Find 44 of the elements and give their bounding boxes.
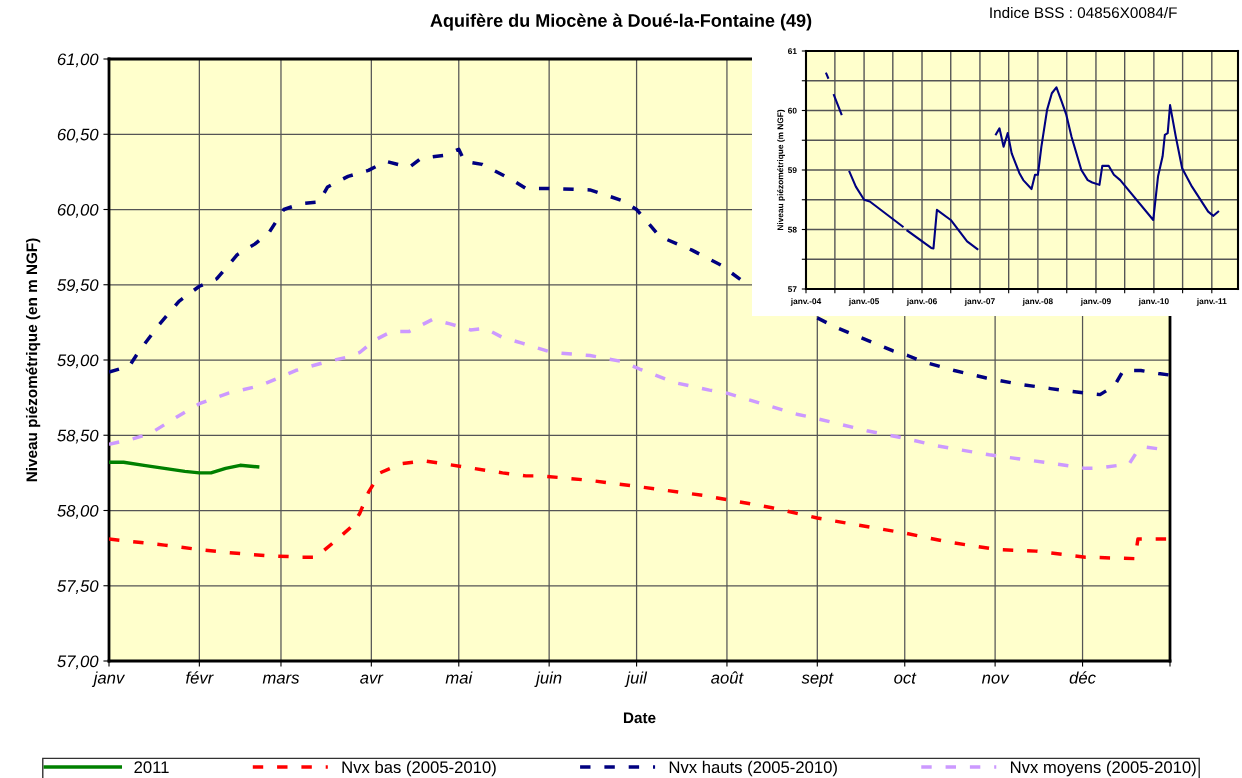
y-tick-label: 61 [788, 48, 797, 55]
y-tick-label: 59,00 [57, 354, 99, 369]
y-tick-label: 58,00 [57, 504, 99, 519]
x-tick-label: janv.-06 [906, 298, 937, 306]
x-tick-label: mai [445, 671, 473, 684]
y-tick-label: 57,50 [57, 580, 99, 594]
x-tick-label: avr [360, 674, 384, 684]
x-tick-label: janv.-04 [790, 298, 822, 306]
x-tick-label: sept [801, 672, 834, 687]
x-tick-label: mars [262, 674, 300, 684]
x-tick-label: août [711, 671, 744, 684]
y-tick-label: 60,50 [57, 128, 99, 143]
legend-label: Nvx bas (2005-2010) [342, 760, 496, 777]
legend-label: Nvx hauts (2005-2010) [669, 760, 837, 777]
y-axis-title: Niveau piézométrique (en m NGF) [25, 238, 41, 482]
y-tick-label: 57,00 [57, 655, 99, 670]
legend-label: 2011 [134, 761, 169, 774]
x-tick-label: nov [981, 674, 1010, 684]
x-tick-label: janv.-07 [964, 298, 995, 306]
x-axis-title: Date [623, 712, 656, 724]
text: Indice BSS : 04856X0084/F [990, 6, 1177, 19]
x-tick-label: déc [1069, 671, 1096, 684]
x-tick-label: oct [894, 672, 917, 684]
x-tick-label: janv.-05 [848, 298, 880, 306]
y-tick-label: 59,50 [57, 279, 99, 293]
y-tick-label: 57 [787, 286, 797, 293]
legend-label: Nvx moyens (2005-2010) [1010, 760, 1196, 777]
x-tick-label: juin [534, 671, 562, 687]
y-tick-label: 59 [787, 167, 797, 174]
line-series [109, 460, 260, 475]
y-tick-label: 60 [788, 107, 797, 114]
y-tick-label: 58,50 [57, 429, 99, 444]
x-tick-label: janv.-10 [1138, 298, 1169, 306]
x-tick-label: janv [91, 671, 126, 687]
y-tick-label: 60,00 [57, 203, 99, 218]
x-tick-label: janv.-11 [1196, 298, 1227, 306]
chart-title: Aquifère du Miocène à Doué-la-Fontaine (49) [430, 13, 812, 31]
y-tick-label: 61,00 [57, 53, 99, 68]
y-axis-title: Niveau piézométrique (m NGF) [777, 109, 785, 231]
y-tick-label: 58 [787, 226, 797, 233]
x-tick-label: janv.-09 [1080, 298, 1111, 306]
x-tick-label: janv.-08 [1022, 298, 1053, 306]
x-tick-label: févr [186, 671, 214, 684]
x-tick-label: juil [624, 671, 648, 687]
